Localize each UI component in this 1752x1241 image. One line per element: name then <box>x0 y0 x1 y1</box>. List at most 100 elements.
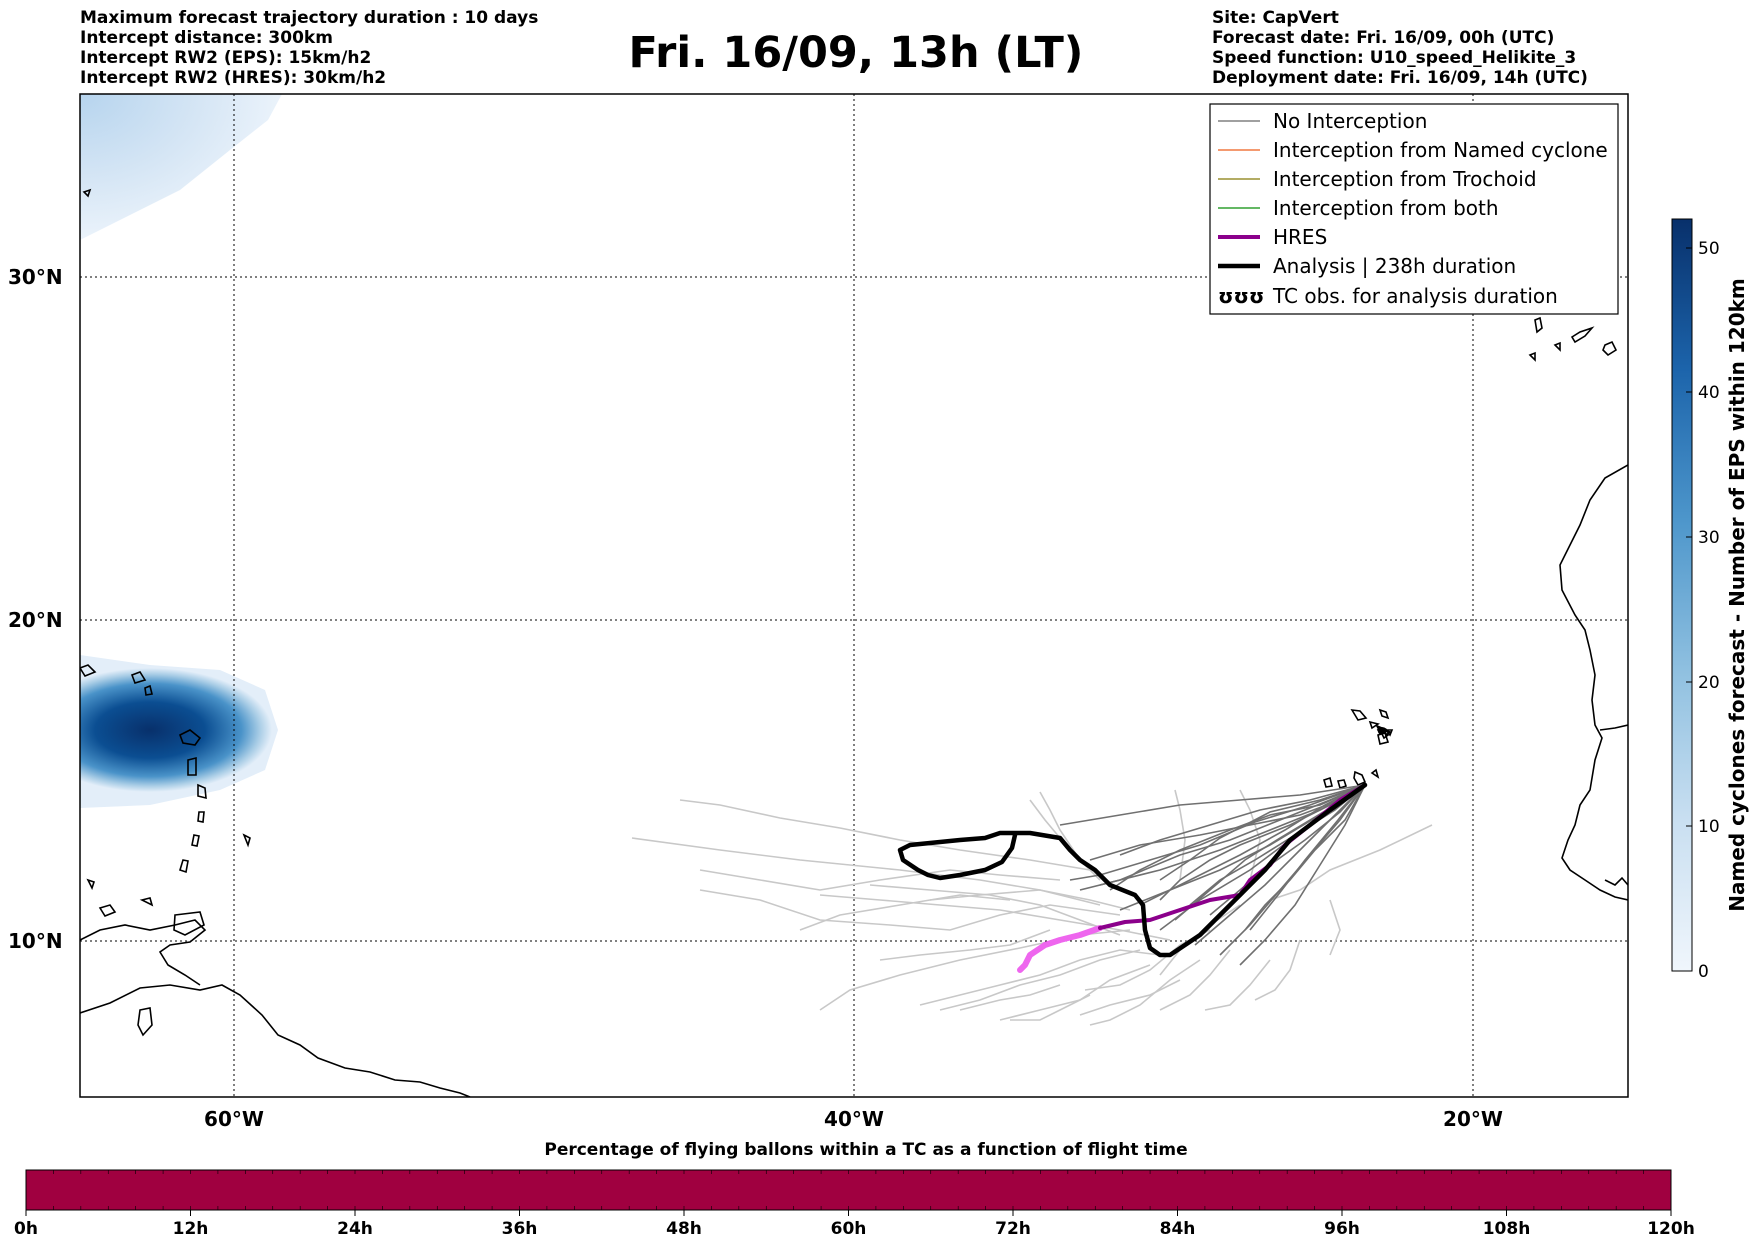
antilles-island <box>80 664 97 677</box>
colorbar-tick: 10 <box>1698 817 1720 837</box>
site-info: Site: CapVert Forecast date: Fri. 16/09,… <box>1212 8 1588 88</box>
trajectory <box>939 949 1141 1011</box>
cyclone-density-north <box>80 94 282 240</box>
flight-time-tick: 72h <box>995 1219 1031 1239</box>
antilles-island <box>173 911 205 936</box>
flight-time-tick: 108h <box>1483 1219 1531 1239</box>
colorbar-tick: 0 <box>1698 962 1709 982</box>
antilles-island <box>130 671 147 684</box>
colorbar: 0 10 20 30 40 50 Named cyclones forecast… <box>1671 218 1749 982</box>
colorbar-tick: 20 <box>1698 673 1720 693</box>
cape-verde-island <box>1350 709 1368 721</box>
canary-island <box>1528 351 1536 362</box>
flight-time-minor-ticks <box>53 1170 1644 1210</box>
legend-label: Interception from Named cyclone <box>1273 138 1608 162</box>
canary-island <box>1553 341 1561 352</box>
flight-time-tick: 0h <box>14 1219 38 1239</box>
legend-label: HRES <box>1273 225 1327 249</box>
trajectory <box>1159 784 1366 881</box>
trajectory <box>1194 784 1366 946</box>
legend-label: Analysis | 238h duration <box>1273 254 1516 278</box>
antilles-island <box>178 729 202 746</box>
trajectory <box>699 889 1121 931</box>
cape-verde-island <box>1368 720 1380 730</box>
trajectory <box>1244 784 1366 931</box>
colorbar-tick: 30 <box>1698 528 1720 548</box>
flight-time-tick: 36h <box>502 1219 538 1239</box>
venezuela-coast <box>80 919 207 986</box>
trajectory <box>1204 959 1271 1011</box>
cyclone-density-caribbean-core <box>80 668 272 792</box>
flight-time-tick: 120h <box>1647 1219 1695 1239</box>
trajectory <box>699 869 1061 891</box>
trajectory <box>1329 899 1341 956</box>
flight-time-tick: 48h <box>666 1219 702 1239</box>
param-line: Maximum forecast trajectory duration : 1… <box>80 8 539 28</box>
antilles-island <box>242 833 251 848</box>
trajectory <box>679 799 1091 871</box>
colorbar-tick: 40 <box>1698 383 1720 403</box>
cape-verde-island <box>1384 729 1394 737</box>
flight-time-bar-title: Percentage of flying ballons within a TC… <box>544 1140 1187 1160</box>
param-line: Intercept RW2 (HRES): 30km/h2 <box>80 68 387 88</box>
trajectory <box>1119 784 1366 856</box>
tc-obs-symbol: ʊʊʊ <box>1218 284 1264 308</box>
guinea-islands <box>1604 876 1628 886</box>
site-line: Site: CapVert <box>1212 8 1339 28</box>
legend-label: Interception from Trochoid <box>1273 167 1537 191</box>
flight-time-bar: Percentage of flying ballons within a TC… <box>14 1140 1695 1239</box>
antilles-island <box>82 188 92 198</box>
antilles-island <box>137 1007 153 1037</box>
cape-verde-island <box>1336 779 1348 790</box>
lat-label-20n: 20°N <box>8 608 63 632</box>
site-line: Deployment date: Fri. 16/09, 14h (UTC) <box>1212 68 1588 88</box>
cape-verde-island <box>1370 768 1380 779</box>
trajectory <box>879 929 1051 961</box>
senegal-detail <box>1599 724 1628 731</box>
flight-time-bar-fill <box>25 1169 1672 1211</box>
trajectory <box>1189 784 1366 906</box>
site-line: Speed function: U10_speed_Helikite_3 <box>1212 48 1577 68</box>
flight-time-tick: 24h <box>337 1219 373 1239</box>
trajectory <box>1239 784 1366 966</box>
antilles-island <box>144 684 153 696</box>
trajectory <box>1010 994 1091 1021</box>
lon-label-40w: 40°W <box>824 1107 884 1131</box>
forecast-parameters: Maximum forecast trajectory duration : 1… <box>80 8 538 88</box>
coastlines <box>80 188 1628 1097</box>
canary-island <box>1602 340 1618 357</box>
canary-island <box>1570 326 1595 344</box>
legend-label: Interception from both <box>1273 196 1499 220</box>
trajectory <box>1139 784 1366 906</box>
antilles-island <box>191 834 200 847</box>
trajectory <box>1269 824 1433 901</box>
canary-island <box>1534 316 1543 334</box>
trajectory <box>1159 784 1366 901</box>
param-line: Intercept RW2 (EPS): 15km/h2 <box>80 48 372 68</box>
legend-label: TC obs. for analysis duration <box>1272 284 1558 308</box>
africa-coast <box>1559 464 1628 901</box>
antilles-island <box>197 783 207 800</box>
map-frame <box>79 93 1629 1098</box>
flight-time-tick: 12h <box>173 1219 209 1239</box>
colorbar-label: Named cyclones forecast - Number of EPS … <box>1725 278 1749 912</box>
cape-verde-island <box>1378 708 1390 720</box>
axis-labels: 30°N 20°N 10°N 60°W 40°W 20°W <box>8 265 1503 1131</box>
map-title: Fri. 16/09, 13h (LT) <box>628 28 1084 78</box>
trajectory <box>1079 979 1181 1016</box>
trajectory <box>819 894 1171 941</box>
lon-label-60w: 60°W <box>204 1107 264 1131</box>
map-area <box>79 93 1629 1098</box>
legend: No Interception Interception from Named … <box>1209 103 1619 315</box>
trajectory <box>1039 791 1081 861</box>
trajectory <box>929 889 1131 911</box>
flight-time-tick: 84h <box>1160 1219 1196 1239</box>
antilles-island <box>187 756 197 776</box>
trajectory <box>1059 784 1366 826</box>
trajectory <box>919 949 1161 1006</box>
trajectory <box>799 894 1011 931</box>
trajectory <box>1249 784 1366 931</box>
south-america-coast <box>80 984 471 1097</box>
colorbar-gradient <box>1671 218 1693 972</box>
trajectory <box>959 984 1061 1011</box>
